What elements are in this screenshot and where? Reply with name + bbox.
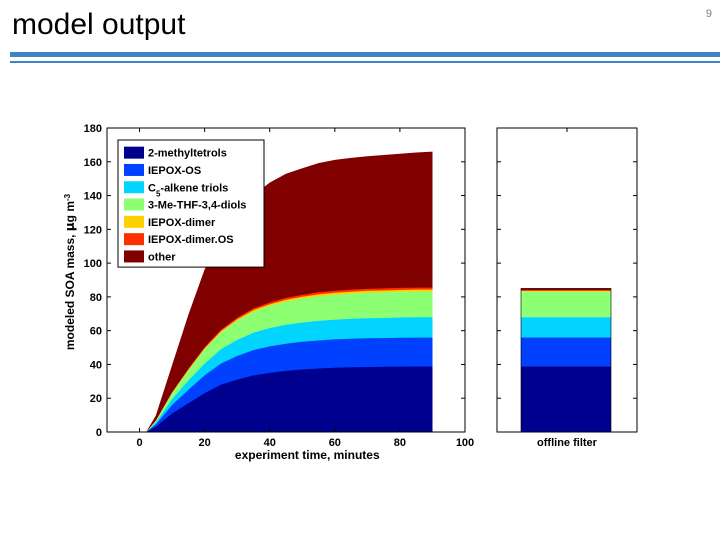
title-rule-thick <box>10 52 720 57</box>
legend-label-iepox-dimer-os: IEPOX-dimer.OS <box>148 234 234 246</box>
y-axis-label: modeled SOA mass, µg m-3 <box>63 193 78 350</box>
y-tick-label: 100 <box>84 258 102 270</box>
y-tick-label: 0 <box>96 427 102 439</box>
main-plot-axes: 0 20 40 60 80 100 120 140 160 180 0 20 40 60 80 100 <box>84 123 475 449</box>
y-axis-label-main: modeled SOA mass, <box>63 231 77 350</box>
bar-category-label: offline filter <box>537 437 598 449</box>
x-tick-label: 40 <box>264 437 276 449</box>
x-tick-label: 60 <box>329 437 341 449</box>
x-axis-label: experiment time, minutes <box>235 448 380 462</box>
bar-outline <box>520 288 612 433</box>
slide-number: 9 <box>705 8 712 20</box>
y-tick-label: 180 <box>84 123 102 135</box>
legend-label-3-me-thf-3-4-diols: 3-Me-THF-3,4-diols <box>148 200 246 212</box>
legend-swatch-c5-alkene-triols <box>124 181 144 194</box>
bar-segment-other <box>521 288 611 291</box>
legend-swatch-3-me-thf-3-4-diols <box>124 198 144 211</box>
y-tick-label: 40 <box>90 359 102 371</box>
main-plot-areas <box>146 151 433 432</box>
bar-segment-iepox-dimer <box>521 290 611 292</box>
x-tick-label: 0 <box>136 437 142 449</box>
x-tick-label: 20 <box>199 437 211 449</box>
legend-swatch-iepox-dimer-os <box>124 233 144 246</box>
legend-label-other: other <box>148 251 176 263</box>
x-tick-label: 100 <box>456 437 474 449</box>
offline-filter-plot: offline filter <box>496 127 638 449</box>
bar-segment-3-me-thf-3-4-diols <box>521 291 611 318</box>
legend-swatch-iepox-dimer <box>124 215 144 228</box>
y-axis-label-unit: g m <box>63 201 77 222</box>
y-tick-label: 120 <box>84 224 102 236</box>
x-tick-label: 80 <box>394 437 406 449</box>
y-tick-label: 20 <box>90 393 102 405</box>
y-tick-label: 60 <box>90 326 102 338</box>
legend-label-iepox-dimer: IEPOX-dimer <box>148 217 216 229</box>
bar-segment-c5-alkene-triols <box>521 317 611 338</box>
main-plot-frame <box>106 127 466 433</box>
title-rule-thin <box>10 61 720 63</box>
bar-segment-2-methyltetrols <box>521 366 611 432</box>
y-tick-label: 160 <box>84 157 102 169</box>
area-2-methyltetrols <box>146 366 433 432</box>
y-axis-label-mu: µ <box>63 222 77 231</box>
bar-segment-iepox-os <box>521 337 611 367</box>
slide-title: model output <box>12 8 186 41</box>
legend-swatch-2-methyltetrols <box>124 146 144 159</box>
legend: 2-methyltetrols IEPOX-OS C5-alkene triols 3… <box>117 139 265 268</box>
legend-label-2-methyltetrols: 2-methyltetrols <box>148 148 227 160</box>
y-tick-label: 80 <box>90 292 102 304</box>
bar-segment-iepox-dimer-os <box>521 290 611 291</box>
legend-swatch-other <box>124 250 144 263</box>
y-axis-label-sup: -3 <box>63 193 72 201</box>
legend-label-c5-alkene-triols: C5-alkene triols <box>148 182 228 198</box>
legend-swatch-iepox-os <box>124 163 144 176</box>
y-tick-label: 140 <box>84 191 102 203</box>
legend-label-iepox-os: IEPOX-OS <box>148 165 201 177</box>
